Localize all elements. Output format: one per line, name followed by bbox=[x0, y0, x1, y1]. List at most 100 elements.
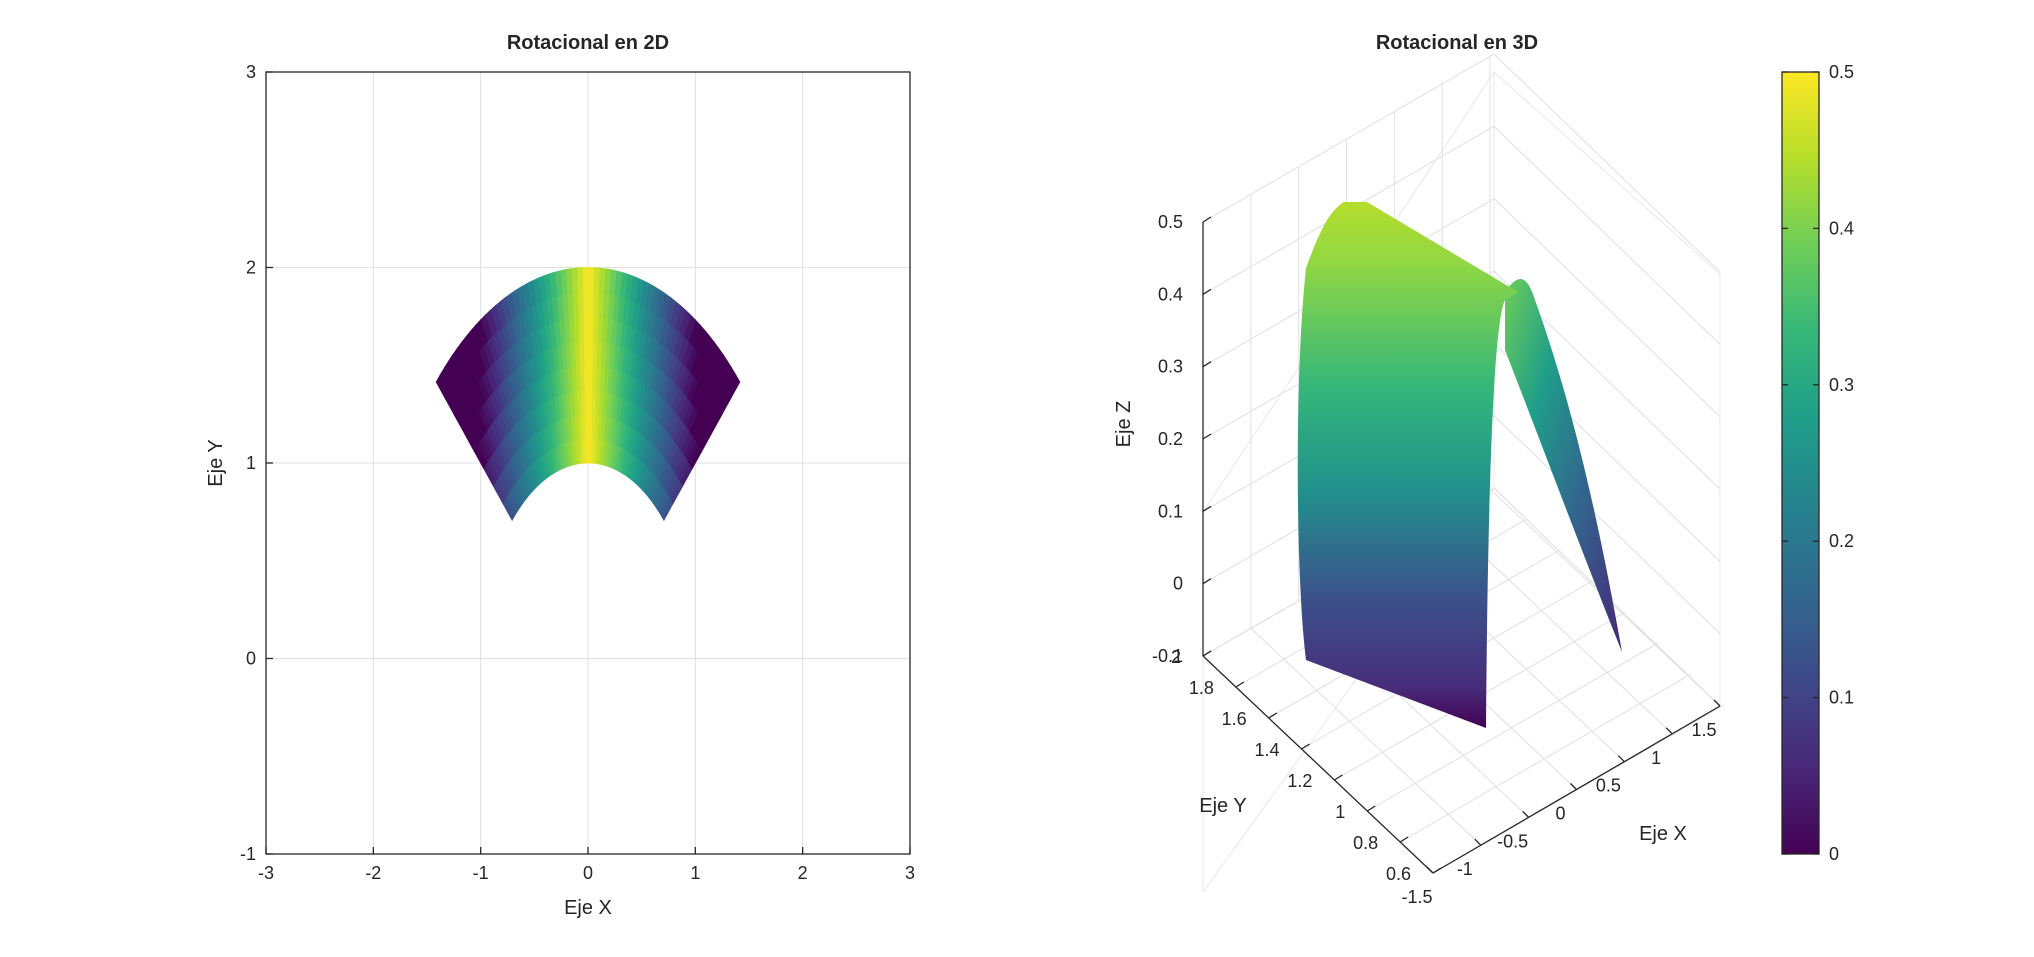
x-axis-line bbox=[1432, 705, 1721, 874]
z-tick-mark bbox=[1202, 361, 1212, 368]
surface-cell bbox=[435, 374, 450, 401]
y-axis-line bbox=[1202, 655, 1434, 874]
chart-3d-y-ticks: 0.6 0.8 1 1.2 1.4 1.6 1.8 2 bbox=[1171, 647, 1442, 884]
chart-3d-ylabel: Eje Y bbox=[1199, 795, 1246, 817]
chart-3d-x-ticks: -1.5 -1 -0.5 0 0.5 1 1.5 bbox=[1401, 699, 1721, 907]
chart-2d-xlabel: Eje X bbox=[564, 897, 612, 919]
y-tick-label: 1.2 bbox=[1287, 771, 1312, 791]
chart-3d-z-ticks: -0.1 0 0.1 0.2 0.3 0.4 0.5 bbox=[1152, 212, 1212, 666]
y-tick-label: 2 bbox=[246, 258, 256, 278]
chart-2d-y-ticks: -1 0 1 2 3 bbox=[240, 62, 273, 864]
y-tick-mark bbox=[1366, 805, 1376, 812]
surface-wing bbox=[1505, 278, 1622, 652]
y-tick-label: -1 bbox=[240, 844, 256, 864]
y-tick-label: 2 bbox=[1171, 647, 1181, 667]
surface-cell bbox=[591, 340, 598, 367]
colorbar-tick-label: 0 bbox=[1829, 844, 1839, 864]
gridline-x bbox=[1250, 627, 1482, 846]
colorbar-tick-label: 0.4 bbox=[1829, 218, 1854, 238]
surface-cell bbox=[587, 438, 592, 464]
z-tick-label: 0.2 bbox=[1158, 429, 1183, 449]
x-tick-label: -1 bbox=[1457, 859, 1473, 879]
x-tick-label: -0.5 bbox=[1497, 831, 1528, 851]
y-tick-label: 0.6 bbox=[1386, 864, 1411, 884]
chart-2d-ylabel: Eje Y bbox=[205, 439, 227, 486]
surface-cell bbox=[581, 267, 589, 293]
gridline-y bbox=[1367, 642, 1659, 812]
surface-cell bbox=[587, 267, 595, 293]
y-tick-label: 1 bbox=[1335, 802, 1345, 822]
surface-cell bbox=[582, 291, 589, 317]
colorbar: 0 0.1 0.2 0.3 0.4 0.5 bbox=[1781, 62, 1854, 864]
surface-cell bbox=[587, 389, 593, 415]
chart-3d-surface bbox=[1297, 202, 1622, 728]
chart-2d-title: Rotacional en 2D bbox=[507, 32, 669, 54]
x-tick-label: 2 bbox=[798, 863, 808, 883]
x-tick-label: -1 bbox=[473, 863, 489, 883]
gridline-z bbox=[1202, 53, 1495, 223]
y-tick-mark bbox=[1334, 774, 1343, 781]
x-tick-label: 0.5 bbox=[1596, 776, 1621, 796]
x-tick-label: 1.5 bbox=[1691, 720, 1716, 740]
y-tick-mark bbox=[1399, 836, 1409, 843]
y-tick-mark bbox=[1235, 681, 1245, 688]
y-tick-label: 1.8 bbox=[1189, 678, 1214, 698]
z-tick-mark bbox=[1202, 288, 1212, 295]
surface-cell bbox=[592, 316, 599, 342]
y-tick-label: 0.8 bbox=[1353, 833, 1378, 853]
panel-2d: Rotacional en 2D -3 -2 -1 0 1 2 3 -1 0 1 2 3 Eje X… bbox=[205, 32, 915, 919]
z-tick-mark bbox=[1202, 216, 1212, 223]
x-tick-label: 3 bbox=[905, 863, 915, 883]
x-tick-mark bbox=[1617, 755, 1625, 763]
surface-cell bbox=[582, 315, 589, 342]
colorbar-tick-label: 0.1 bbox=[1829, 688, 1854, 708]
y-tick-mark bbox=[1301, 743, 1310, 750]
surface-cell bbox=[587, 340, 593, 366]
chart-2d-x-ticks: -3 -2 -1 0 1 2 3 bbox=[258, 847, 915, 883]
surface-cell bbox=[592, 267, 600, 293]
y-tick-mark bbox=[1268, 712, 1278, 719]
y-tick-label: 0 bbox=[246, 649, 256, 669]
z-tick-label: 0.1 bbox=[1158, 501, 1183, 521]
gridline-z bbox=[1493, 125, 1721, 345]
panel-3d: Rotacional en 3D -0.1 0 0.1 0.2 0.3 0.4 0.5 0.… bbox=[1113, 32, 1854, 907]
y-tick-label: 3 bbox=[246, 62, 256, 82]
x-tick-label: 0 bbox=[1555, 804, 1565, 824]
x-tick-mark bbox=[1665, 727, 1673, 735]
surface-cell bbox=[587, 364, 593, 391]
z-tick-label: 0 bbox=[1173, 574, 1183, 594]
y-tick-label: 1 bbox=[246, 453, 256, 473]
chart-3d-title: Rotacional en 3D bbox=[1376, 32, 1538, 54]
z-tick-mark bbox=[1202, 578, 1212, 585]
x-tick-label: 0 bbox=[583, 863, 593, 883]
z-tick-label: 0.5 bbox=[1158, 212, 1183, 232]
y-tick-label: 1.6 bbox=[1222, 709, 1247, 729]
x-tick-label: -3 bbox=[258, 863, 274, 883]
z-tick-mark bbox=[1202, 505, 1212, 512]
gridline-z bbox=[1493, 415, 1721, 635]
x-tick-mark bbox=[1570, 783, 1577, 790]
gridline-z bbox=[1493, 53, 1721, 273]
x-tick-label: -2 bbox=[365, 863, 381, 883]
surface-cell bbox=[592, 291, 599, 318]
x-tick-mark bbox=[1713, 699, 1721, 707]
colorbar-gradient bbox=[1781, 71, 1820, 855]
y-tick-mark bbox=[1202, 650, 1212, 657]
z-tick-mark bbox=[1202, 433, 1212, 440]
x-tick-mark bbox=[1522, 810, 1530, 818]
colorbar-tick-label: 0.5 bbox=[1829, 62, 1854, 82]
surface-cell bbox=[587, 291, 594, 317]
gridline-z bbox=[1493, 198, 1721, 418]
colorbar-tick-label: 0.2 bbox=[1829, 531, 1854, 551]
x-tick-label: 1 bbox=[690, 863, 700, 883]
x-tick-label: 1 bbox=[1651, 748, 1661, 768]
surface-cell bbox=[587, 315, 594, 342]
colorbar-tick-label: 0.3 bbox=[1829, 375, 1854, 395]
chart-2d-surface bbox=[435, 267, 741, 522]
surface-cell bbox=[587, 413, 592, 440]
x-tick-label: -1.5 bbox=[1401, 887, 1432, 907]
x-tick-mark bbox=[1474, 838, 1482, 846]
chart-3d-zlabel: Eje Z bbox=[1113, 401, 1135, 448]
surface-sheet bbox=[1297, 202, 1518, 728]
